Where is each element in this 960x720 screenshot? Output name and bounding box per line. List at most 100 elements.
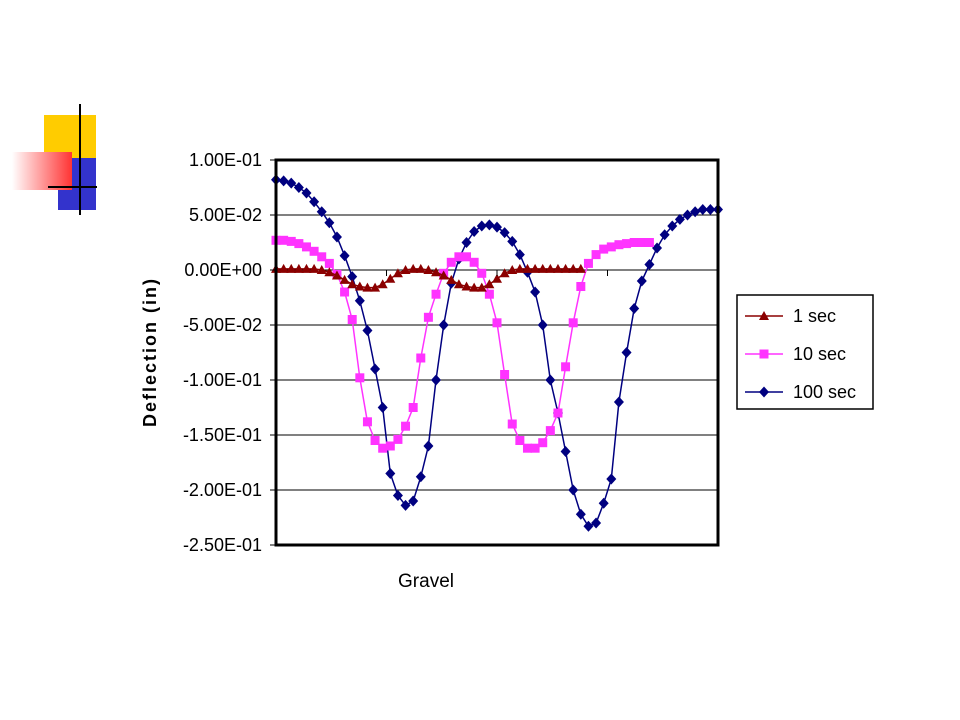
- data-point: [278, 263, 289, 273]
- legend-entry: 1 sec: [745, 306, 836, 326]
- data-point: [309, 246, 319, 256]
- data-point: [560, 263, 571, 273]
- data-point: [377, 402, 388, 413]
- data-point: [553, 408, 563, 418]
- data-point: [637, 238, 647, 247]
- data-point: [507, 265, 518, 274]
- data-point: [552, 263, 563, 273]
- data-point: [423, 440, 434, 452]
- data-point: [705, 204, 716, 215]
- data-point: [697, 204, 708, 215]
- data-point: [408, 403, 418, 412]
- data-point: [446, 274, 457, 284]
- data-point: [392, 268, 403, 278]
- data-point: [279, 235, 289, 245]
- data-point: [317, 252, 327, 262]
- data-point: [621, 347, 632, 358]
- data-point: [438, 319, 449, 331]
- data-point: [286, 236, 296, 246]
- data-point: [385, 468, 396, 479]
- data-point: [324, 267, 335, 277]
- y-tick-label: 5.00E-02: [189, 205, 262, 225]
- data-point: [316, 265, 327, 274]
- data-point: [347, 279, 358, 289]
- data-point: [355, 373, 365, 383]
- data-point: [614, 240, 624, 250]
- data-point: [286, 177, 297, 189]
- data-point: [652, 242, 663, 254]
- data-point: [293, 182, 304, 193]
- data-point: [507, 235, 518, 247]
- data-point: [522, 443, 532, 453]
- data-point: [545, 426, 555, 436]
- data-point: [492, 273, 502, 283]
- data-point: [324, 217, 335, 229]
- data-point: [347, 315, 357, 324]
- data-point: [423, 265, 434, 274]
- data-point: [560, 446, 571, 457]
- data-point: [362, 417, 372, 427]
- y-axis-title: Deflection (in): [140, 277, 160, 427]
- data-point: [636, 275, 647, 287]
- data-point: [644, 238, 654, 247]
- data-point: [469, 257, 479, 267]
- data-point: [484, 289, 494, 299]
- data-point: [629, 303, 640, 314]
- legend-label: 1 sec: [793, 306, 836, 326]
- legend-entry: 10 sec: [745, 344, 846, 364]
- data-point: [362, 325, 373, 336]
- data-point: [385, 273, 396, 283]
- data-point: [583, 258, 593, 268]
- data-point: [400, 265, 411, 274]
- series-layer: [271, 174, 723, 532]
- data-point: [461, 281, 472, 291]
- data-point: [453, 279, 464, 289]
- legend-label: 100 sec: [793, 382, 856, 402]
- data-point: [514, 249, 525, 261]
- data-point: [500, 370, 510, 379]
- legend-label: 10 sec: [793, 344, 846, 364]
- data-point: [431, 267, 442, 277]
- data-point: [591, 517, 602, 529]
- data-point: [301, 187, 312, 199]
- data-point: [659, 229, 670, 241]
- data-point: [431, 289, 441, 299]
- data-point: [568, 484, 579, 496]
- data-point: [362, 282, 373, 292]
- data-point: [331, 231, 342, 243]
- data-point: [629, 238, 639, 247]
- data-point: [354, 295, 365, 307]
- data-point: [378, 443, 388, 453]
- data-point: [674, 213, 685, 225]
- data-point: [492, 318, 502, 328]
- y-tick-label: -1.50E-01: [183, 425, 262, 445]
- y-tick-label: -2.50E-01: [183, 535, 262, 555]
- data-point: [301, 263, 312, 273]
- data-point: [340, 287, 350, 297]
- data-point: [415, 471, 426, 483]
- legend: 1 sec 10 sec 100 sec: [736, 294, 874, 410]
- data-point: [393, 434, 403, 444]
- data-point: [530, 286, 541, 298]
- data-point: [392, 490, 403, 501]
- data-point: [477, 268, 487, 278]
- legend-entry: 100 sec: [745, 382, 856, 402]
- data-point: [324, 258, 334, 268]
- legend-swatch-marker: [759, 311, 769, 320]
- x-axis-title: Gravel: [398, 571, 454, 592]
- data-point: [301, 242, 311, 252]
- data-point: [690, 206, 701, 218]
- data-point: [682, 209, 693, 221]
- data-point: [667, 220, 678, 232]
- data-point: [293, 263, 304, 273]
- data-point: [339, 274, 350, 284]
- data-point: [515, 436, 525, 445]
- data-point: [575, 508, 586, 520]
- data-point: [461, 237, 472, 248]
- series-1-sec: [271, 263, 586, 292]
- data-point: [316, 206, 327, 218]
- data-point: [599, 244, 609, 254]
- data-point: [598, 497, 609, 509]
- data-point: [415, 263, 426, 273]
